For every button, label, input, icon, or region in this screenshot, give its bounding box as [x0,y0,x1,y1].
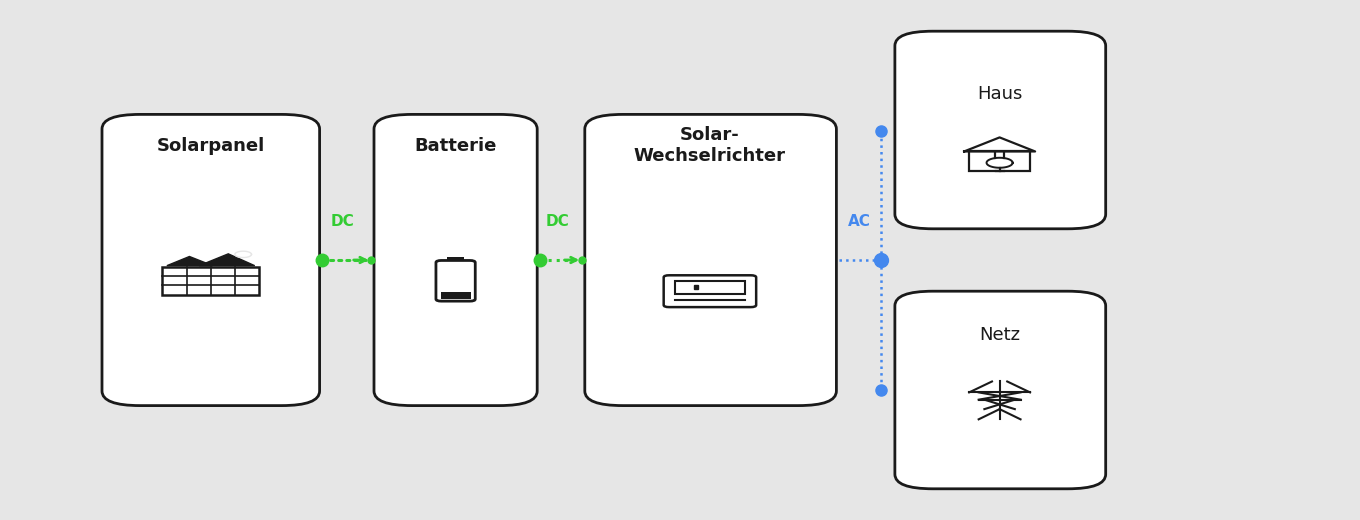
Bar [441,292,471,300]
Text: Solarpanel: Solarpanel [156,137,265,154]
Text: AC: AC [849,214,870,228]
Text: DC: DC [330,214,355,228]
FancyBboxPatch shape [895,291,1106,489]
Bar [675,281,745,294]
Bar [968,151,1031,171]
FancyBboxPatch shape [895,31,1106,229]
Text: Batterie: Batterie [415,137,496,154]
Bar [446,257,465,261]
Text: DC: DC [545,214,570,228]
FancyBboxPatch shape [102,114,320,406]
FancyBboxPatch shape [374,114,537,406]
Text: Haus: Haus [976,85,1023,102]
Polygon shape [199,254,254,266]
Text: Netz: Netz [979,327,1020,344]
Polygon shape [167,256,212,266]
FancyBboxPatch shape [585,114,836,406]
Bar [162,267,260,294]
Text: Solar-
Wechselrichter: Solar- Wechselrichter [634,126,786,165]
